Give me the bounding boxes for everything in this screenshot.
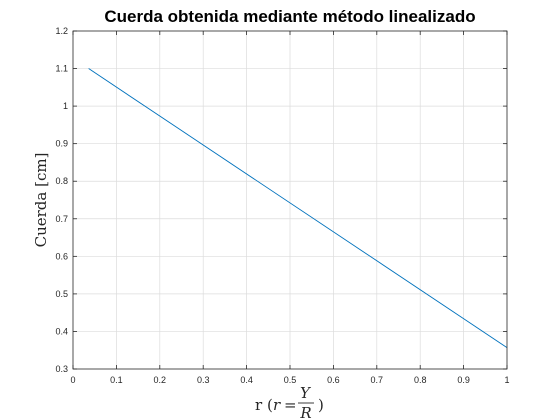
x-axis-label-denominator: R (299, 404, 311, 420)
x-tick-label: 0.1 (110, 375, 123, 385)
y-tick-label: 1.1 (55, 64, 68, 74)
chart-title: Cuerda obtenida mediante método linealiz… (104, 7, 475, 26)
y-tick-label: 1.2 (55, 26, 68, 36)
x-tick-label: 1 (504, 375, 509, 385)
series-group (88, 68, 508, 348)
x-axis-label-open: ( (267, 396, 273, 414)
x-tick-label: 0.8 (414, 375, 427, 385)
x-axis-label-prefix: r (255, 396, 263, 414)
x-tick-labels: 0 0.1 0.2 0.3 0.4 0.5 0.6 0.7 0.8 0.9 1 (70, 375, 509, 385)
y-tick-label: 0.8 (55, 176, 68, 186)
y-tick-labels: 0.3 0.4 0.5 0.6 0.7 0.8 0.9 1 1.1 1.2 (55, 26, 68, 374)
series-line (88, 68, 508, 348)
x-tick-label: 0.4 (240, 375, 253, 385)
y-tick-label: 0.7 (55, 214, 68, 224)
ticks (72, 30, 508, 370)
x-axis-label-eq: = (284, 396, 297, 414)
x-axis-label-numerator: Y (300, 384, 312, 402)
x-axis-label-close: ) (318, 396, 324, 414)
grid (73, 31, 507, 369)
y-tick-label: 0.5 (55, 289, 68, 299)
x-tick-label: 0.2 (154, 375, 167, 385)
y-tick-label: 0.3 (55, 364, 68, 374)
x-tick-label: 0.3 (197, 375, 210, 385)
x-axis-label: r ( r = Y R ) (255, 384, 324, 420)
x-tick-label: 0 (70, 375, 75, 385)
y-tick-label: 0.9 (55, 139, 68, 149)
y-axis-label: Cuerda [cm] (32, 153, 50, 248)
x-axis-label-var: r (273, 396, 281, 414)
y-tick-label: 1 (63, 101, 68, 111)
y-tick-label: 0.4 (55, 326, 68, 336)
x-tick-label: 0.7 (371, 375, 384, 385)
x-tick-label: 0.5 (284, 375, 297, 385)
x-tick-label: 0.6 (327, 375, 340, 385)
y-tick-label: 0.6 (55, 251, 68, 261)
x-tick-label: 0.9 (457, 375, 470, 385)
